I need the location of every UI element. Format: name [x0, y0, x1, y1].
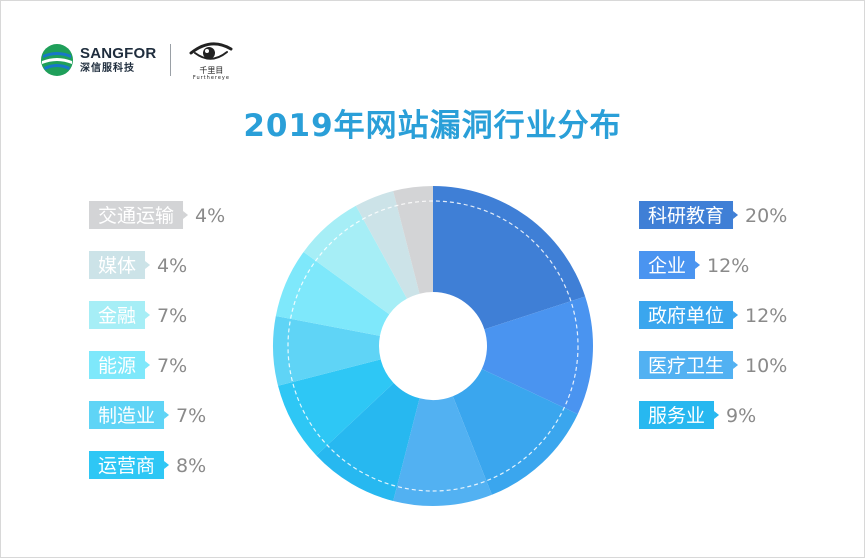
donut-slices: [273, 186, 593, 507]
legend-value: 12%: [745, 305, 787, 327]
legend-item-6: 交通运输 4%: [89, 201, 225, 229]
legend-item-11: 运营商 8%: [89, 451, 206, 479]
legend-label: 企业: [648, 255, 686, 277]
slice-8: [275, 251, 390, 336]
legend-item-7: 媒体 4%: [89, 251, 187, 279]
legend-label: 运营商: [98, 455, 155, 477]
legend-value: 20%: [745, 205, 787, 227]
legend-label: 政府单位: [648, 305, 724, 327]
legend-box: [89, 201, 184, 229]
legend-box: [639, 251, 696, 279]
legend-value: 7%: [176, 405, 206, 427]
legend-label: 科研教育: [648, 205, 724, 227]
legend-pointer: [733, 311, 739, 319]
legend-label: 制造业: [98, 405, 155, 427]
slice-2: [481, 296, 593, 415]
legend-item-3: 政府单位 12%: [639, 301, 787, 329]
legend-box: [89, 401, 165, 429]
dashed-ring: [287, 200, 579, 492]
legend-label: 交通运输: [98, 205, 174, 227]
slice-11: [393, 186, 433, 294]
eye-logo-icon: [189, 42, 233, 60]
legend-label: 媒体: [98, 255, 136, 277]
legend-pointer: [714, 411, 720, 419]
legend-box: [89, 351, 146, 379]
legend-item-1: 科研教育 20%: [639, 201, 787, 229]
legend-box: [639, 201, 734, 229]
slice-7: [273, 316, 381, 386]
legend-item-10: 制造业 7%: [89, 401, 206, 429]
legend-item-5: 服务业 9%: [639, 401, 756, 429]
legend-value: 7%: [157, 355, 187, 377]
legend-label: 能源: [98, 355, 136, 377]
logo-divider: [170, 44, 172, 76]
slice-6: [278, 359, 394, 456]
sangfor-logo-icon: [41, 44, 73, 76]
legend-pointer: [695, 261, 701, 269]
sangfor-brand-name: SANGFOR: [80, 44, 157, 62]
logo-row: SANGFOR 深信服科技 千里目 Furthereye: [40, 39, 235, 81]
slice-3: [452, 368, 578, 495]
legend-value: 8%: [176, 455, 206, 477]
eye-brand-cn: 千里目: [199, 66, 224, 75]
slice-10: [355, 191, 420, 299]
legend-item-8: 金融 7%: [89, 301, 187, 329]
legend-item-2: 企业 12%: [639, 251, 749, 279]
furthereye-logo: 千里目 Furthereye: [187, 39, 235, 81]
legend-value: 12%: [707, 255, 749, 277]
legend-pointer: [145, 311, 151, 319]
legend-item-4: 医疗卫生 10%: [639, 351, 787, 379]
legend-box: [89, 451, 165, 479]
legend-label: 金融: [98, 305, 136, 327]
legend-box: [639, 401, 715, 429]
slice-5: [316, 382, 420, 501]
legend-box: [89, 251, 146, 279]
legend-pointer: [733, 211, 739, 219]
legend-pointer: [145, 261, 151, 269]
legend-pointer: [164, 461, 170, 469]
legend-value: 7%: [157, 305, 187, 327]
legend-box: [89, 301, 146, 329]
legend-pointer: [145, 361, 151, 369]
legend-label: 服务业: [648, 405, 705, 427]
legend-item-9: 能源 7%: [89, 351, 187, 379]
legend-value: 4%: [195, 205, 225, 227]
slice-4: [393, 396, 492, 507]
legend-value: 10%: [745, 355, 787, 377]
legend-value: 9%: [726, 405, 756, 427]
chart-title: 2019年网站漏洞行业分布: [243, 108, 622, 144]
sangfor-brand-cn: 深信服科技: [80, 62, 135, 74]
slice-9: [303, 205, 407, 315]
legend-pointer: [183, 211, 189, 219]
slice-1: [433, 186, 586, 330]
legend-pointer: [164, 411, 170, 419]
eye-brand-en: Furthereye: [192, 75, 230, 81]
legend-value: 4%: [157, 255, 187, 277]
legend-label: 医疗卫生: [648, 355, 724, 377]
legend-box: [639, 301, 734, 329]
slice-labels: 科研教育 20% 企业 12% 政府单位 12% 医疗卫生 10% 服务业 9% 交通运输 4% 媒体 4…: [89, 201, 787, 479]
legend-box: [639, 351, 734, 379]
legend-pointer: [733, 361, 739, 369]
